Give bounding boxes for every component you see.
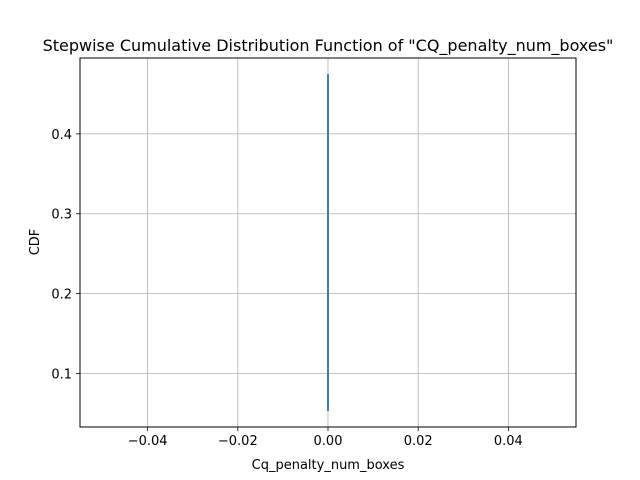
y-tick-label: 0.4	[51, 128, 72, 143]
x-tick-label: 0.00	[314, 434, 343, 449]
y-axis-label: CDF	[28, 229, 43, 256]
y-axis-ticks: 0.1 0.2 0.3 0.4	[51, 128, 80, 382]
x-axis-label: Cq_penalty_num_boxes	[252, 458, 405, 473]
chart-title: Stepwise Cumulative Distribution Functio…	[43, 36, 614, 56]
y-tick-label: 0.2	[51, 288, 72, 303]
x-tick-label: −0.02	[218, 434, 258, 449]
y-tick-label: 0.1	[51, 367, 72, 382]
y-tick-label: 0.3	[51, 208, 72, 223]
x-axis-ticks: −0.04 −0.02 0.00 0.02 0.04	[128, 427, 523, 449]
x-tick-label: −0.04	[128, 434, 168, 449]
x-tick-label: 0.02	[404, 434, 433, 449]
x-tick-label: 0.04	[494, 434, 523, 449]
